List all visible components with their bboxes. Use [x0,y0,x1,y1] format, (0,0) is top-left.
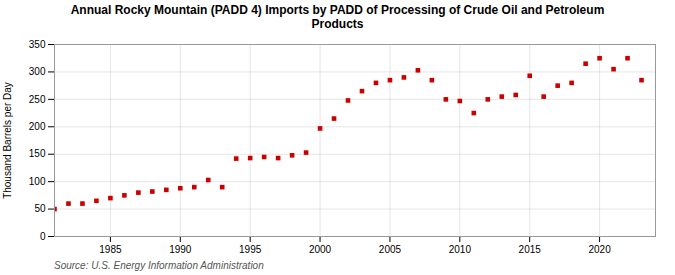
svg-text:200: 200 [29,121,46,132]
svg-text:2020: 2020 [588,243,611,254]
svg-text:2005: 2005 [379,243,402,254]
svg-text:2000: 2000 [309,243,332,254]
svg-text:150: 150 [29,148,46,159]
svg-text:1995: 1995 [239,243,262,254]
svg-text:0: 0 [40,230,46,241]
svg-text:2010: 2010 [449,243,472,254]
svg-text:250: 250 [29,93,46,104]
svg-text:Thousand Barrels per Day: Thousand Barrels per Day [2,82,13,199]
svg-text:50: 50 [34,203,46,214]
svg-text:100: 100 [29,176,46,187]
svg-text:2015: 2015 [519,243,542,254]
svg-text:350: 350 [29,38,46,49]
svg-text:300: 300 [29,66,46,77]
html-text:Annual Rocky Mountain (PADD 4): Annual Rocky Mountain (PADD 4) Imports b… [70,3,605,32]
html-text:Source: U.S. Energy Informatio: Source: U.S. Energy Information Administ… [54,259,264,271]
svg-text:1985: 1985 [99,243,122,254]
svg-text:1990: 1990 [169,243,192,254]
